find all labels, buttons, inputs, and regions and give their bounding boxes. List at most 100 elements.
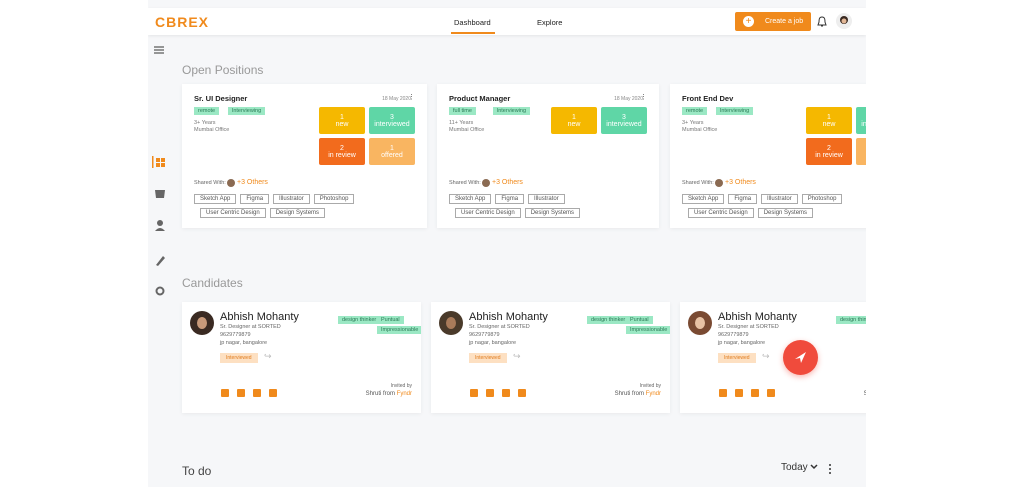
stat-label: offered — [856, 152, 866, 159]
candidate-card[interactable]: Abhish Mohanty Sr. Designer at SORTED 9629… — [182, 302, 421, 413]
candidate-name[interactable]: Abhish Mohanty — [469, 311, 548, 323]
logo[interactable]: CBREX — [155, 14, 210, 30]
fab-button[interactable] — [783, 340, 818, 375]
stat-label: in review — [328, 151, 356, 159]
social-icon[interactable] — [735, 389, 743, 397]
position-card[interactable]: Sr. UI Designer 18 May 2020 ⋮ remote Intervi… — [182, 84, 427, 228]
face — [197, 317, 207, 329]
position-date: 18 May 2020 — [614, 96, 643, 102]
nav-explore[interactable]: Explore — [537, 18, 563, 27]
bell-icon[interactable] — [816, 16, 828, 28]
stat-box[interactable]: 1 new — [551, 107, 597, 134]
invited-org: Fyndr — [645, 391, 661, 397]
chevron — [810, 464, 818, 470]
position-title: Front End Dev — [682, 94, 734, 103]
invited-by: Shruti from Fyndr — [366, 391, 412, 397]
skill-tag: Photoshop — [801, 194, 843, 204]
candidate-phone: 9629779879 — [220, 332, 251, 338]
social-icon[interactable] — [486, 389, 494, 397]
stat-count: 1 — [340, 113, 344, 121]
nav-dashboard[interactable]: Dashboard — [454, 18, 491, 27]
create-job-button[interactable]: + Create a job — [735, 12, 811, 31]
stat-box[interactable]: 1 new — [319, 107, 365, 134]
trait-tag: design thinker — [587, 316, 630, 324]
candidate-role: Sr. Designer at SORTED — [469, 324, 530, 330]
trait-tag: Puntual — [377, 316, 404, 324]
trait-tag: Impressionable — [626, 326, 670, 334]
invited-label: Invited by — [390, 383, 412, 389]
user-avatar[interactable] — [836, 13, 852, 29]
more-icon[interactable]: ⋮ — [408, 94, 415, 101]
invited-org: Fyndr — [396, 391, 412, 397]
shared-avatar — [227, 179, 235, 187]
shared-others[interactable]: +3 Others — [492, 179, 523, 186]
more-icon[interactable] — [828, 463, 832, 475]
stat-count: 2 — [340, 144, 344, 152]
experience: 3+ Years — [194, 120, 216, 126]
social-icon[interactable] — [253, 389, 261, 397]
candidate-name[interactable]: Abhish Mohanty — [220, 311, 299, 323]
candidate-card[interactable]: Abhish Mohanty Sr. Designer at SORTED 9629… — [431, 302, 670, 413]
position-title: Product Manager — [449, 94, 511, 103]
share-icon: ↪ — [264, 351, 272, 361]
skill-tag: Illustrator — [528, 194, 565, 204]
position-card[interactable]: Product Manager 18 May 2020 ⋮ full time Inte… — [437, 84, 659, 228]
todo-filter[interactable]: Today — [781, 462, 818, 473]
stat-label: interviewed — [861, 120, 866, 128]
skill-tag: Figma — [495, 194, 525, 204]
candidate-avatar — [190, 311, 214, 335]
skill-row: User Centric Design Design Systems — [455, 208, 584, 218]
location: Mumbai Office — [194, 127, 230, 133]
todo-filter-label: Today — [781, 462, 808, 473]
share-icon: ↪ — [513, 351, 521, 361]
job-tag: remote — [194, 107, 220, 115]
social-icon[interactable] — [269, 389, 277, 397]
social-icon[interactable] — [470, 389, 478, 397]
social-icon[interactable] — [751, 389, 759, 397]
candidate-avatar — [688, 311, 712, 335]
shared-others[interactable]: +3 Others — [725, 179, 756, 186]
skill-tag: Figma — [240, 194, 270, 204]
experience: 3+ Years — [682, 120, 704, 126]
candidate-phone: 9629779879 — [718, 332, 749, 338]
social-icon[interactable] — [518, 389, 526, 397]
more-icon[interactable]: ⋮ — [640, 94, 647, 101]
stat-label: new — [335, 120, 349, 128]
invited-by: Shruti from Fyndr — [864, 391, 866, 397]
job-tag: full time — [449, 107, 476, 115]
stat-box[interactable]: 2 in review — [319, 138, 365, 165]
status-tag: Interviewed — [718, 353, 756, 363]
social-icon[interactable] — [502, 389, 510, 397]
candidate-name[interactable]: Abhish Mohanty — [718, 311, 797, 323]
stat-count: 1 — [856, 145, 866, 152]
shared-others[interactable]: +3 Others — [237, 179, 268, 186]
shared-label: Shared With: — [194, 180, 226, 186]
social-icon[interactable] — [719, 389, 727, 397]
candidate-role: Sr. Designer at SORTED — [220, 324, 281, 330]
skill-tag: Illustrator — [273, 194, 310, 204]
send-icon — [795, 352, 806, 363]
stat-box[interactable]: 2 in review — [806, 138, 852, 165]
job-tag: Interviewing — [227, 107, 266, 115]
job-tag: remote — [682, 107, 708, 115]
social-icon[interactable] — [767, 389, 775, 397]
position-card[interactable]: Front End Dev18 May 2020⋮remoteInterview… — [670, 84, 866, 228]
social-icon[interactable] — [237, 389, 245, 397]
skill-tag: Figma — [728, 194, 758, 204]
candidate-card[interactable]: Abhish Mohanty Sr. Designer at SORTED 9629… — [680, 302, 866, 413]
skill-tag: User Centric Design — [455, 208, 521, 218]
stat-label: interviewed — [374, 120, 410, 128]
status-tag: Interviewed — [469, 353, 507, 363]
skill-row: User Centric Design Design Systems — [200, 208, 329, 218]
stat-label: offered — [381, 151, 403, 159]
top-bar: CBREX Dashboard Explore + Create a job — [148, 8, 866, 35]
social-icon[interactable] — [221, 389, 229, 397]
candidate-location: jp nagar, bangalore — [220, 340, 268, 346]
stat-box[interactable]: 1 new — [806, 107, 852, 134]
